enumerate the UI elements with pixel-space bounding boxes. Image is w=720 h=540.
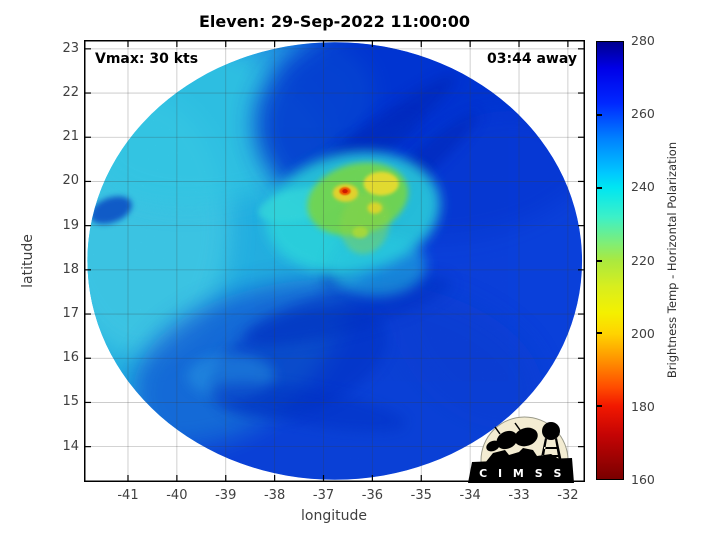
x-tick-label: -41 (117, 488, 139, 503)
y-tick-label: 16 (62, 350, 79, 366)
axes-border (84, 40, 585, 482)
water-tower-icon (542, 422, 560, 440)
x-tick-label: -40 (166, 488, 188, 503)
colorbar (596, 41, 624, 480)
chart-title: Eleven: 29-Sep-2022 11:00:00 (199, 12, 470, 31)
gridlines (85, 41, 584, 481)
y-tick-label: 17 (62, 306, 79, 322)
x-tick-label: -39 (215, 488, 237, 503)
swath-data (87, 42, 583, 480)
x-tick-label: -35 (410, 488, 432, 503)
colorbar-minor-tick (597, 259, 602, 262)
logo-banner (468, 458, 574, 483)
x-tick-label: -33 (508, 488, 530, 503)
x-tick-label: -34 (459, 488, 481, 503)
y-tick-label: 15 (62, 394, 79, 410)
dish-feed (514, 422, 521, 431)
colorbar-tick-label: 180 (631, 398, 655, 414)
cimss-logo: C I M S S (468, 416, 574, 483)
satellite-dish-icon (486, 440, 500, 452)
y-tick-label: 21 (62, 129, 79, 145)
colorbar-minor-tick (597, 186, 602, 189)
x-tick-label: -37 (312, 488, 335, 503)
colorbar-tick-label: 200 (631, 325, 655, 341)
logo-banner-text: C I M S S (479, 467, 565, 480)
y-tick-label: 20 (62, 173, 79, 189)
y-axis-label: latitude (20, 234, 36, 288)
satellite-dish-icon (496, 430, 518, 450)
colorbar-minor-tick (597, 405, 602, 408)
x-tick-label: -38 (263, 488, 286, 503)
y-tick-label: 23 (62, 40, 79, 56)
colorbar-tick-label: 260 (631, 106, 655, 122)
y-tick-label: 18 (62, 261, 79, 277)
colorbar-tick-label: 280 (631, 33, 655, 48)
x-axis-label: longitude (301, 508, 367, 524)
y-tick-label: 22 (62, 85, 79, 101)
x-tick-label: -32 (557, 488, 579, 503)
colorbar-minor-tick (597, 113, 602, 116)
vmax-annotation: Vmax: 30 kts (95, 51, 199, 67)
colorbar-tick-label: 220 (631, 252, 655, 268)
storm-heatmap (84, 40, 585, 482)
colorbar-label: Brightness Temp - Horizontal Polarizatio… (665, 141, 679, 379)
eta-annotation: 03:44 away (487, 51, 577, 67)
satellite-dish-icon (514, 427, 538, 447)
colorbar-tick-label: 240 (631, 179, 655, 195)
colorbar-minor-tick (597, 332, 602, 335)
colorbar-tick-label: 160 (631, 472, 655, 487)
y-tick-label: 14 (62, 438, 79, 454)
y-tick-label: 19 (62, 217, 79, 233)
dish-feed (494, 426, 501, 435)
x-tick-label: -36 (361, 488, 383, 503)
